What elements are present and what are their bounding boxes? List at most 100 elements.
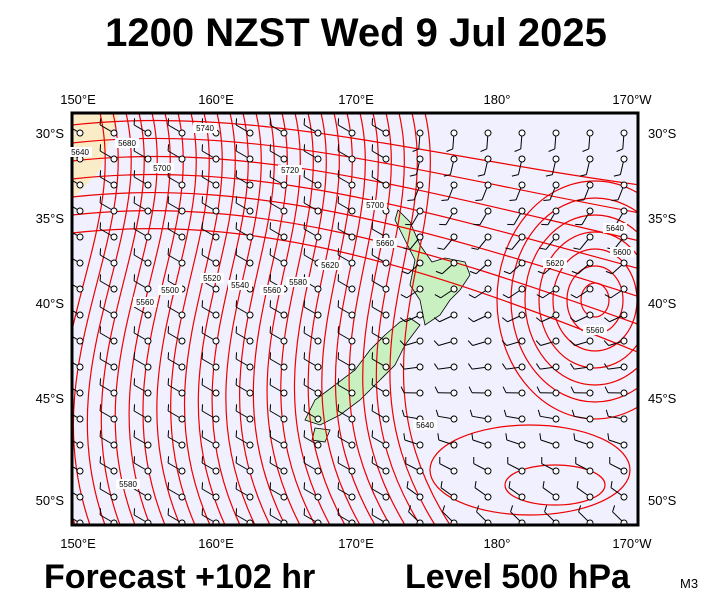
- contour-label: 5660: [376, 239, 394, 248]
- contour-label: 5560: [263, 286, 281, 295]
- wind-barb: [575, 457, 594, 475]
- contour-label: 5540: [231, 281, 249, 290]
- barb-station: [280, 311, 288, 319]
- barb-station: [144, 233, 152, 241]
- barb-station: [450, 155, 458, 163]
- map-layers: [64, 113, 638, 525]
- barb-feather: [337, 378, 340, 386]
- barb-feather: [99, 196, 102, 204]
- barb-feather: [64, 170, 70, 177]
- barb-station: [212, 467, 220, 475]
- wind-barb: [133, 378, 152, 397]
- wind-barb: [505, 433, 526, 449]
- barb-feather: [607, 433, 610, 441]
- barb-station: [416, 285, 424, 293]
- barb-feather: [604, 386, 609, 393]
- barb-station: [416, 493, 424, 501]
- barb-station: [552, 311, 560, 319]
- barb-station: [518, 129, 526, 137]
- barb-feather: [371, 508, 374, 516]
- wind-barb: [573, 433, 594, 449]
- barb-station: [620, 207, 628, 215]
- barb-feather: [477, 174, 485, 177]
- wind-barb: [167, 222, 186, 241]
- barb-feather: [99, 274, 102, 282]
- wind-barb: [133, 170, 152, 189]
- wind-barb: [570, 386, 594, 397]
- barb-station: [552, 415, 560, 423]
- barb-station: [450, 259, 458, 267]
- barb-feather: [571, 270, 579, 275]
- barb-station: [552, 285, 560, 293]
- barb-station: [586, 233, 594, 241]
- barb-feather: [337, 456, 340, 464]
- barb-feather: [443, 174, 451, 177]
- barb-feather: [303, 326, 306, 334]
- barb-station: [246, 363, 254, 371]
- wind-barb: [571, 259, 594, 275]
- barb-feather: [409, 174, 417, 177]
- barb-station: [586, 311, 594, 319]
- barb-feather: [303, 482, 306, 490]
- barb-station: [484, 155, 492, 163]
- wind-barb: [603, 363, 628, 371]
- wind-barb: [201, 352, 220, 371]
- wind-barb: [371, 430, 390, 449]
- barb-feather: [303, 248, 306, 256]
- barb-feather: [510, 505, 514, 512]
- barb-feather: [406, 480, 409, 488]
- wind-barb: [613, 155, 628, 177]
- barb-feather: [133, 170, 136, 178]
- height-contour: [211, 113, 249, 525]
- height-contour: [334, 113, 376, 525]
- barb-station: [212, 311, 220, 319]
- wind-barb: [337, 326, 356, 345]
- barb-station: [110, 181, 118, 189]
- barb-feather: [269, 326, 272, 334]
- wind-barb: [571, 409, 594, 423]
- wind-barb: [235, 144, 254, 163]
- wind-barb: [133, 248, 152, 267]
- contour-label-box: [543, 258, 567, 268]
- wind-barb: [371, 456, 390, 475]
- barb-station: [484, 337, 492, 345]
- barb-station: [586, 363, 594, 371]
- wind-barb: [99, 144, 118, 163]
- wind-barb: [605, 409, 628, 423]
- contour-label-box: [200, 273, 224, 283]
- wind-barb: [406, 480, 424, 501]
- wind-barb: [167, 456, 186, 475]
- barb-feather: [471, 247, 479, 250]
- barb-station: [110, 285, 118, 293]
- contour-label: 5500: [161, 286, 179, 295]
- wind-barb: [446, 129, 458, 152]
- barb-feather: [475, 199, 483, 201]
- barb-station: [450, 129, 458, 137]
- latitude-label: 45°S: [36, 391, 65, 406]
- wind-barb: [405, 207, 424, 226]
- barb-station: [348, 493, 356, 501]
- barb-feather: [167, 456, 170, 464]
- wind-barb: [548, 129, 560, 152]
- barb-feather: [603, 363, 609, 370]
- barb-station: [110, 259, 118, 267]
- barb-station: [620, 389, 628, 397]
- wind-barb: [133, 456, 152, 475]
- contour-label-box: [413, 420, 437, 430]
- barb-feather: [437, 247, 445, 250]
- contour-label: 5560: [136, 298, 154, 307]
- barb-feather: [501, 340, 508, 346]
- barb-station: [246, 233, 254, 241]
- barb-station: [518, 259, 526, 267]
- barb-feather: [133, 248, 136, 256]
- barb-station: [178, 467, 186, 475]
- barb-feather: [573, 433, 576, 441]
- wind-barb: [467, 311, 492, 323]
- wind-barb: [575, 207, 594, 226]
- barb-station: [620, 311, 628, 319]
- longitude-label: 160°E: [198, 92, 234, 107]
- barb-feather: [403, 433, 406, 441]
- barb-station: [280, 441, 288, 449]
- wind-barb: [269, 456, 288, 475]
